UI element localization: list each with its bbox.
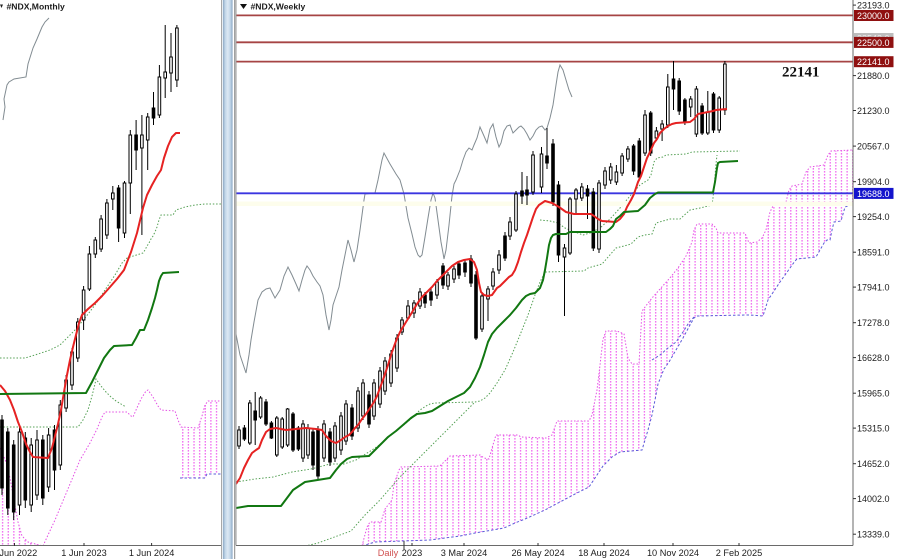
svg-text:14652.0: 14652.0 [857,459,890,469]
svg-text:23000.0: 23000.0 [857,11,890,21]
svg-text:15965.0: 15965.0 [857,389,890,399]
svg-text:1 Jun 2023: 1 Jun 2023 [61,548,106,558]
svg-text:18 Aug 2024: 18 Aug 2024 [578,548,630,558]
svg-text:3 Mar 2024: 3 Mar 2024 [441,548,487,558]
svg-text:23193.0: 23193.0 [857,0,890,10]
svg-text:17278.0: 17278.0 [857,318,890,328]
svg-text:26 May 2024: 26 May 2024 [511,548,564,558]
svg-text:18591.0: 18591.0 [857,248,890,258]
svg-text:17941.0: 17941.0 [857,282,890,292]
svg-text:15315.0: 15315.0 [857,423,890,433]
svg-text:22141: 22141 [782,65,820,81]
svg-text:21230.0: 21230.0 [857,106,890,116]
svg-text:19254.0: 19254.0 [857,212,890,222]
svg-text:14002.0: 14002.0 [857,494,890,504]
svg-text:#NDX,Weekly: #NDX,Weekly [251,2,306,12]
svg-text:#NDX,Monthly: #NDX,Monthly [7,2,65,12]
svg-text:19904.0: 19904.0 [857,177,890,187]
svg-text:21880.0: 21880.0 [857,71,890,81]
svg-text:1 Jun 2022: 1 Jun 2022 [0,548,37,558]
svg-text:22141.0: 22141.0 [857,57,890,67]
svg-text:Daily: Daily [378,548,399,558]
svg-text:2023: 2023 [402,548,422,558]
svg-text:16628.0: 16628.0 [857,353,890,363]
svg-text:20567.0: 20567.0 [857,141,890,151]
svg-text:1 Jun 2024: 1 Jun 2024 [129,548,174,558]
svg-text:19688.0: 19688.0 [857,189,890,199]
svg-text:13339.0: 13339.0 [857,530,890,540]
svg-text:2 Feb 2025: 2 Feb 2025 [716,548,763,558]
svg-text:10 Nov 2024: 10 Nov 2024 [647,548,699,558]
svg-text:22500.0: 22500.0 [857,38,890,48]
